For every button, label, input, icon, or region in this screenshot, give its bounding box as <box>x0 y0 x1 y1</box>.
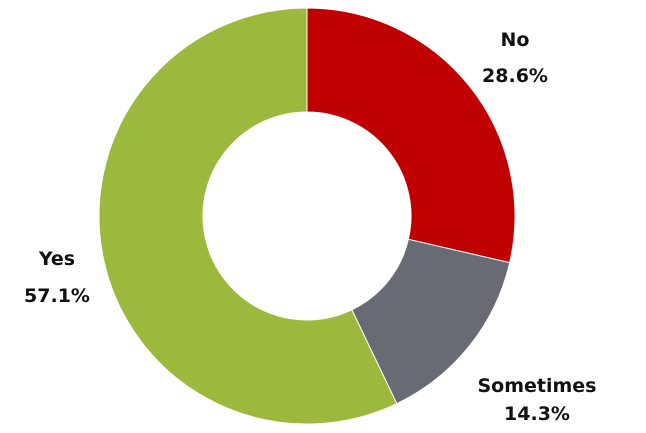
slice-value-no: 28.6% <box>482 65 548 87</box>
slice-label-no: No <box>501 29 530 51</box>
slice-label-sometimes: Sometimes <box>477 375 596 397</box>
slice-label-yes: Yes <box>38 248 75 270</box>
slice-yes <box>98 7 398 425</box>
labels-group: No 28.6% Sometimes 14.3% Yes 57.1% <box>24 29 596 425</box>
slice-value-yes: 57.1% <box>24 285 90 307</box>
slice-sometimes <box>351 238 511 405</box>
slices-group <box>98 7 516 425</box>
slice-value-sometimes: 14.3% <box>504 403 570 425</box>
slice-no <box>306 7 516 264</box>
